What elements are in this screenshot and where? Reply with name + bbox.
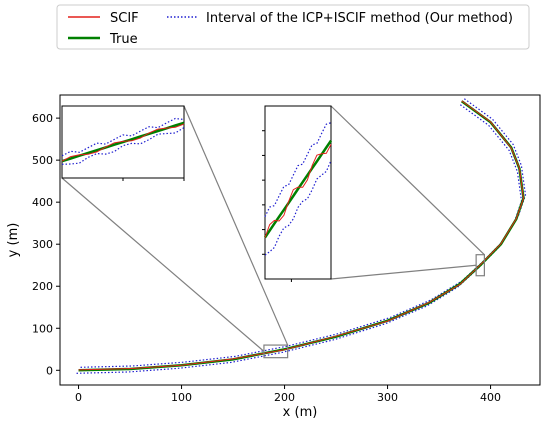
legend-label-scif: SCIF [110, 11, 139, 26]
series-scif [78, 100, 525, 371]
y-tick-label: 600 [32, 112, 53, 125]
legend-frame [56, 4, 530, 50]
inset-series-scif [61, 123, 185, 162]
x-axis: 0 100 200 300 400 [75, 385, 501, 404]
connector-line [183, 105, 289, 346]
connector-line [330, 264, 477, 280]
connector-line [61, 177, 265, 352]
y-tick-label: 300 [32, 238, 53, 251]
series-layer [76, 97, 527, 374]
inset-interval-upper [61, 117, 185, 157]
inset-series-scif [264, 144, 332, 238]
y-tick-label: 200 [32, 280, 53, 293]
x-tick-label: 400 [480, 391, 501, 404]
inset-interval-lower [61, 127, 185, 165]
y-tick-label: 0 [46, 364, 53, 377]
x-axis-label: x (m) [283, 405, 318, 420]
inset-interval-upper [264, 122, 332, 217]
x-tick-label: 200 [274, 391, 295, 404]
plot-area [59, 94, 541, 386]
connector-line [330, 105, 485, 256]
inset-series-true [263, 139, 333, 239]
x-tick-label: 100 [171, 391, 192, 404]
y-tick-label: 500 [32, 154, 53, 167]
zoom-layer [61, 105, 485, 359]
legend-label-interval: Interval of the ICP+ISCIF method (Our me… [206, 11, 513, 26]
y-axis: 0 100 200 300 400 500 600 [32, 112, 60, 377]
legend: SCIF True Interval of the ICP+ISCIF meth… [56, 4, 530, 50]
y-axis-label: y (m) [6, 223, 21, 258]
y-tick-label: 100 [32, 322, 53, 335]
x-tick-label: 300 [377, 391, 398, 404]
x-tick-label: 0 [75, 391, 82, 404]
y-tick-label: 400 [32, 196, 53, 209]
series-interval-lower [76, 103, 523, 374]
inset-frame-middle [264, 105, 332, 280]
legend-label-true: True [109, 32, 138, 47]
inset-interval-lower [264, 160, 332, 256]
